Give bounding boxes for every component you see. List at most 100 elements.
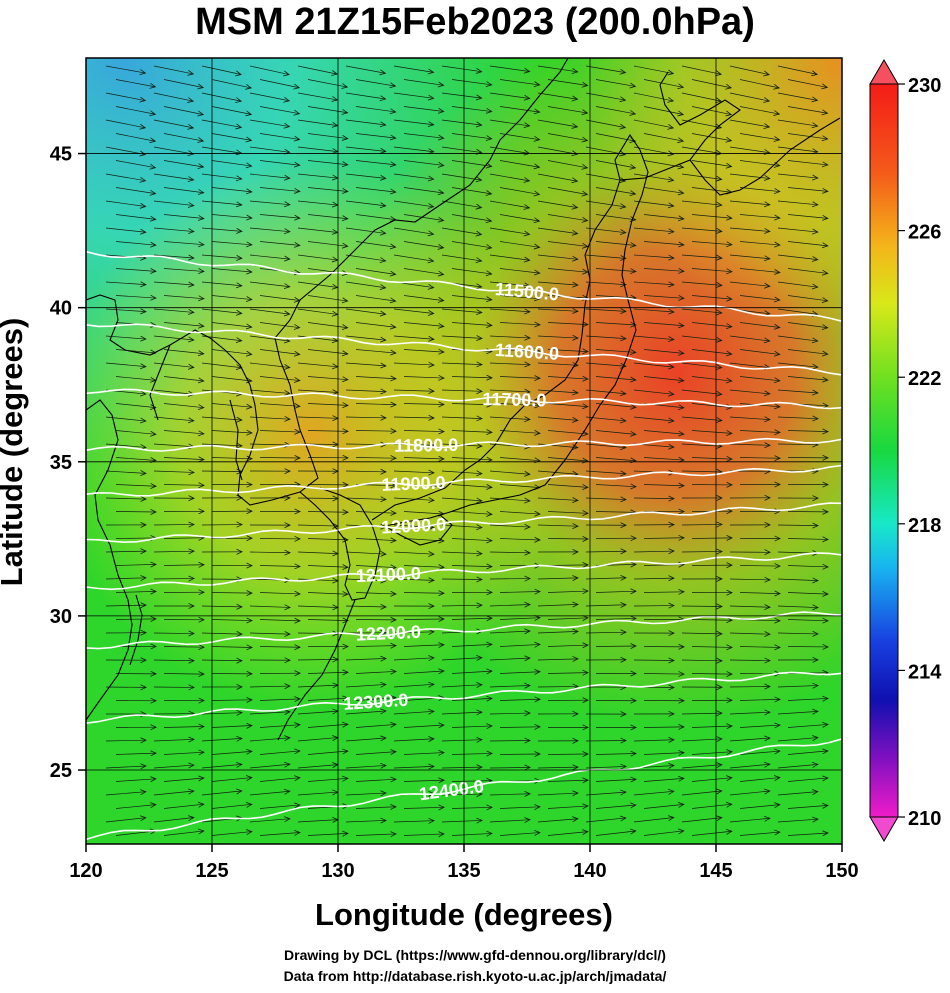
wind-arrow bbox=[393, 119, 434, 126]
wind-arrow bbox=[201, 738, 242, 742]
wind-arrow bbox=[489, 65, 530, 72]
wind-arrow-head bbox=[667, 202, 675, 209]
wind-arrow-head bbox=[379, 229, 387, 236]
wind-arrow-head bbox=[774, 188, 781, 194]
wind-arrow-head bbox=[725, 110, 733, 117]
wind-arrow-head bbox=[294, 775, 301, 782]
wind-arrow bbox=[201, 227, 242, 232]
wind-arrow bbox=[691, 537, 733, 539]
wind-arrow-head bbox=[726, 697, 733, 704]
wind-arrow bbox=[547, 160, 588, 169]
wind-arrow bbox=[547, 538, 589, 540]
wind-arrow-head bbox=[678, 671, 685, 677]
wind-arrow bbox=[585, 443, 626, 448]
wind-arrow-head bbox=[379, 147, 387, 154]
wind-arrow-head bbox=[534, 510, 541, 517]
wind-arrow-head bbox=[284, 415, 291, 422]
wind-arrow bbox=[211, 268, 252, 273]
wind-arrow bbox=[739, 804, 780, 809]
wind-arrow bbox=[153, 281, 194, 286]
wind-arrow bbox=[537, 119, 578, 128]
wind-arrow-head bbox=[812, 816, 819, 823]
wind-arrow-head bbox=[246, 722, 253, 729]
wind-arrow bbox=[153, 550, 194, 553]
wind-arrow-head bbox=[198, 295, 205, 302]
wind-arrow bbox=[393, 308, 434, 314]
wind-arrow bbox=[739, 322, 780, 328]
wind-arrow-head bbox=[764, 201, 771, 208]
wind-arrow-head bbox=[188, 548, 195, 555]
wind-arrow bbox=[547, 268, 588, 273]
wind-arrow bbox=[153, 173, 194, 181]
wind-arrow-head bbox=[678, 430, 685, 437]
wind-arrow-head bbox=[822, 643, 829, 650]
wind-arrow bbox=[211, 349, 252, 355]
wind-arrow bbox=[633, 200, 674, 207]
wind-arrow bbox=[355, 778, 396, 782]
wind-arrow-head bbox=[716, 657, 723, 664]
wind-arrow-head bbox=[774, 429, 781, 436]
wind-arrow-head bbox=[678, 349, 685, 356]
wind-arrow-head bbox=[294, 748, 301, 755]
wind-arrow-head bbox=[342, 669, 349, 676]
wind-arrow bbox=[163, 349, 204, 355]
wind-arrow bbox=[259, 832, 300, 836]
wind-arrow bbox=[595, 590, 636, 593]
wind-arrow bbox=[585, 577, 626, 580]
wind-arrow-head bbox=[198, 322, 205, 329]
wind-arrow-head bbox=[437, 81, 445, 88]
wind-arrow bbox=[787, 592, 828, 595]
wind-arrow-head bbox=[668, 336, 675, 343]
wind-arrow-head bbox=[235, 97, 243, 104]
wind-arrow-head bbox=[341, 242, 349, 249]
wind-arrow bbox=[249, 281, 290, 288]
wind-arrow-head bbox=[619, 229, 627, 235]
wind-arrow bbox=[681, 738, 722, 742]
wind-arrow-head bbox=[246, 268, 253, 275]
wind-arrow bbox=[211, 750, 252, 755]
wind-arrow bbox=[787, 805, 828, 809]
wind-arrow-head bbox=[139, 202, 147, 209]
wind-arrow-head bbox=[822, 830, 829, 837]
wind-arrow-head bbox=[620, 815, 627, 822]
wind-arrow bbox=[393, 416, 434, 419]
wind-arrow-head bbox=[341, 324, 349, 330]
wind-arrow-head bbox=[197, 350, 205, 357]
wind-arrow bbox=[307, 619, 348, 621]
wind-arrow-head bbox=[630, 697, 637, 704]
wind-arrow bbox=[259, 698, 300, 701]
wind-arrow bbox=[307, 322, 348, 329]
wind-arrow bbox=[345, 119, 386, 126]
wind-arrow bbox=[633, 497, 675, 499]
wind-arrow-head bbox=[246, 508, 253, 515]
wind-arrow-head bbox=[486, 484, 493, 490]
wind-arrow-head bbox=[486, 750, 493, 757]
wind-arrow-head bbox=[139, 815, 147, 822]
wind-arrow bbox=[201, 712, 242, 715]
wind-arrow bbox=[691, 106, 732, 115]
wind-arrow bbox=[355, 349, 396, 354]
wind-arrow bbox=[163, 803, 204, 809]
wind-arrow-head bbox=[571, 229, 579, 236]
wind-arrow-head bbox=[427, 148, 435, 155]
wind-arrow-head bbox=[437, 216, 445, 223]
wind-arrow-head bbox=[140, 496, 147, 502]
wind-arrow bbox=[537, 497, 578, 501]
wind-arrow bbox=[211, 430, 252, 434]
wind-arrow bbox=[451, 565, 492, 567]
wind-arrow-head bbox=[390, 831, 397, 838]
wind-arrow bbox=[633, 389, 674, 395]
wind-arrow bbox=[489, 200, 530, 209]
wind-arrow bbox=[201, 790, 242, 796]
wind-arrow bbox=[729, 711, 770, 715]
wind-arrow bbox=[115, 106, 156, 115]
wind-arrow-head bbox=[245, 323, 253, 330]
wind-arrow-head bbox=[534, 830, 541, 836]
wind-arrow bbox=[249, 443, 290, 446]
wind-arrow bbox=[499, 322, 540, 326]
wind-arrow bbox=[537, 792, 578, 796]
wind-arrow bbox=[729, 173, 770, 179]
wind-arrow-head bbox=[822, 481, 829, 488]
wind-arrow-head bbox=[668, 602, 675, 609]
wind-arrow-head bbox=[764, 255, 771, 262]
